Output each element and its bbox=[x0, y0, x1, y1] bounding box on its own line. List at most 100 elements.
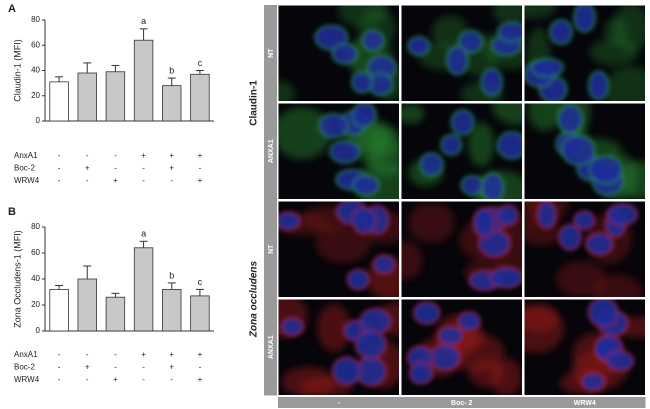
condition-sign: - bbox=[170, 375, 173, 384]
nucleus bbox=[556, 103, 584, 135]
condition-name: Boc-2 bbox=[14, 363, 35, 372]
nucleus bbox=[496, 130, 523, 160]
stain-blob bbox=[524, 5, 557, 19]
nucleus bbox=[457, 29, 484, 55]
nucleus bbox=[587, 299, 620, 329]
condition-sign: - bbox=[114, 164, 117, 173]
nucleus bbox=[371, 253, 397, 276]
stain-blob bbox=[617, 161, 646, 200]
micrograph bbox=[524, 201, 646, 298]
nucleus bbox=[412, 300, 442, 326]
stain-blob bbox=[524, 304, 564, 354]
error-bar bbox=[83, 62, 92, 74]
y-tick-label: 40 bbox=[31, 274, 40, 283]
bar bbox=[49, 288, 69, 332]
error-bar bbox=[139, 240, 148, 248]
nucleus bbox=[350, 206, 378, 236]
stain-blob bbox=[467, 122, 495, 167]
y-tick-label: 20 bbox=[31, 91, 40, 100]
condition-sign: - bbox=[58, 151, 61, 160]
condition-sign: + bbox=[198, 375, 203, 384]
nucleus bbox=[572, 5, 597, 34]
condition-sign: - bbox=[114, 350, 117, 359]
bar bbox=[77, 278, 97, 332]
nucleus bbox=[572, 209, 596, 231]
condition-name: WRW4 bbox=[14, 176, 40, 185]
condition-name: AnxA1 bbox=[14, 151, 38, 160]
condition-sign: - bbox=[170, 176, 173, 185]
nuclei bbox=[418, 108, 523, 200]
nuclei bbox=[554, 103, 625, 197]
micrograph bbox=[278, 201, 400, 298]
group-label: Zona occludens bbox=[249, 261, 260, 339]
condition-sign: - bbox=[58, 176, 61, 185]
nucleus bbox=[472, 207, 496, 239]
y-tick-label: 60 bbox=[31, 248, 40, 257]
stain-blob bbox=[281, 366, 335, 396]
stain-blob bbox=[278, 80, 296, 102]
significance-label: c bbox=[198, 58, 203, 68]
error-bar bbox=[55, 76, 64, 82]
micrograph bbox=[278, 103, 400, 200]
condition-sign: + bbox=[85, 363, 90, 372]
y-tick-label: 20 bbox=[31, 300, 40, 309]
condition-sign: + bbox=[85, 164, 90, 173]
condition-sign: + bbox=[141, 151, 146, 160]
error-bar bbox=[195, 288, 204, 296]
nucleus bbox=[278, 210, 302, 232]
nucleus bbox=[604, 349, 635, 373]
significance-label: b bbox=[169, 65, 174, 75]
nucleus bbox=[588, 154, 624, 185]
condition-sign: - bbox=[58, 375, 61, 384]
nucleus bbox=[548, 18, 574, 46]
nuclei bbox=[535, 201, 639, 257]
nucleus bbox=[418, 151, 445, 178]
nucleus bbox=[560, 134, 597, 167]
column-label: Boc- 2 bbox=[451, 400, 473, 407]
nucleus bbox=[330, 42, 359, 66]
significance-label: a bbox=[141, 16, 146, 26]
condition-sign: - bbox=[142, 375, 145, 384]
condition-sign: - bbox=[199, 363, 202, 372]
error-bar bbox=[83, 265, 92, 279]
condition-sign: - bbox=[142, 164, 145, 173]
micrograph bbox=[524, 299, 646, 396]
condition-sign: + bbox=[141, 350, 146, 359]
nucleus bbox=[479, 67, 504, 98]
significance-label: a bbox=[141, 229, 146, 239]
error-bar bbox=[111, 64, 120, 72]
y-axis-label: Claudin-1 (MFI) bbox=[12, 39, 22, 102]
nucleus bbox=[496, 203, 520, 227]
nuclei bbox=[406, 300, 482, 386]
y-axis-label: Zona Occludens-1 (MFI) bbox=[12, 230, 22, 328]
condition-sign: - bbox=[142, 363, 145, 372]
nucleus bbox=[331, 355, 363, 387]
significance-label: b bbox=[169, 270, 174, 280]
nucleus bbox=[579, 371, 607, 392]
stain-blob bbox=[278, 107, 332, 159]
condition-sign: + bbox=[169, 350, 174, 359]
micrograph bbox=[278, 5, 400, 102]
stain-blob bbox=[592, 274, 643, 298]
bar bbox=[190, 73, 210, 122]
condition-sign: + bbox=[169, 151, 174, 160]
column-label: WRW4 bbox=[574, 400, 596, 407]
nucleus bbox=[351, 103, 378, 129]
nucleus bbox=[406, 35, 431, 57]
condition-sign: - bbox=[114, 363, 117, 372]
micrograph bbox=[401, 5, 523, 102]
micrograph bbox=[278, 299, 400, 396]
nucleus bbox=[496, 20, 523, 43]
nuclei bbox=[467, 203, 523, 292]
row-label-strip bbox=[264, 5, 277, 396]
nuclei bbox=[279, 307, 393, 388]
y-tick-label: 80 bbox=[31, 15, 40, 24]
significance-label: c bbox=[198, 277, 203, 287]
bar bbox=[162, 288, 182, 332]
nucleus bbox=[346, 268, 371, 291]
column-label-strip bbox=[278, 397, 646, 408]
nucleus bbox=[557, 223, 583, 252]
condition-sign: + bbox=[198, 176, 203, 185]
nucleus bbox=[436, 324, 465, 347]
